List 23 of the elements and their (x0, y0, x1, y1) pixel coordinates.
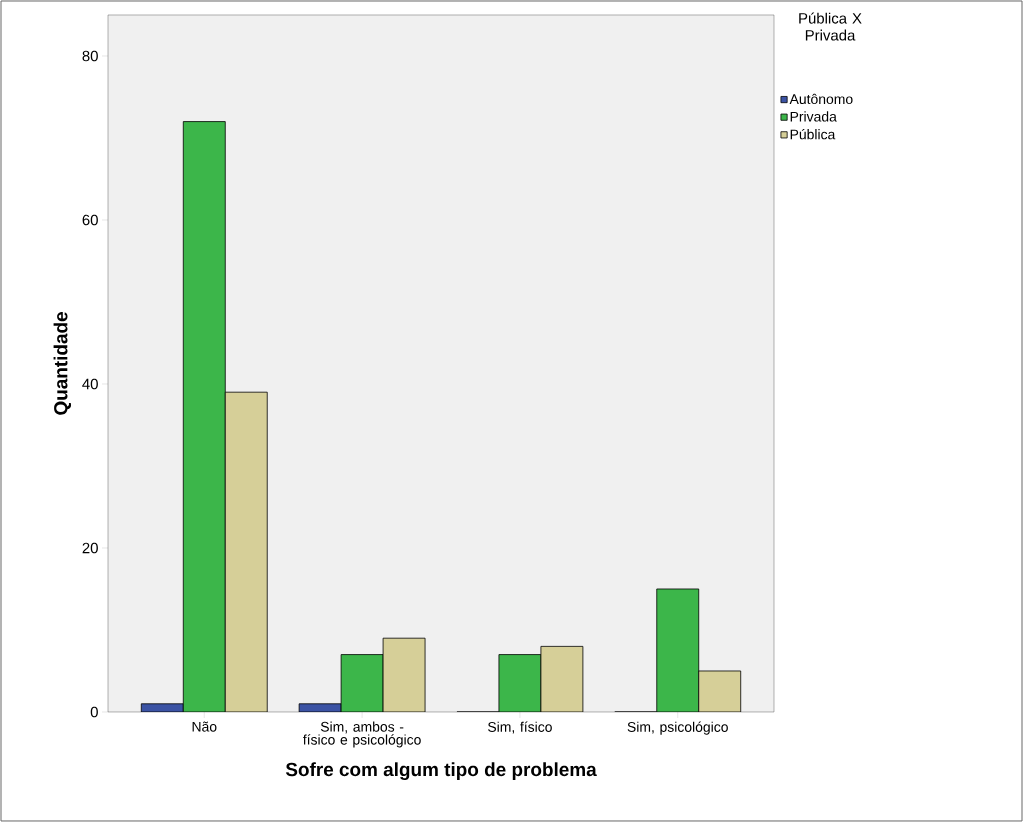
legend-label: Privada (790, 111, 837, 122)
legend-title: Pública X Privada (799, 12, 862, 41)
x-tick-label: Não (192, 721, 217, 732)
y-tick-label: 0 (90, 706, 98, 718)
bar (341, 654, 384, 712)
y-tick-label: 40 (82, 378, 98, 390)
legend-label: Autônomo (789, 93, 853, 105)
y-tick-label: 80 (82, 50, 98, 62)
x-tick-label: Sim, ambos - físico e psicológico (303, 721, 421, 748)
x-tick-label: Sim, psicológico (627, 721, 728, 735)
y-tick-label: 20 (82, 542, 98, 554)
legend-label: Pública (790, 128, 836, 140)
bar (656, 588, 700, 712)
x-axis-title: Sofre com algum tipo de problema (285, 762, 597, 781)
bar (540, 646, 583, 712)
bar (698, 670, 742, 712)
bar (498, 654, 541, 712)
bar (183, 121, 226, 712)
x-tick-label: Sim, físico (488, 721, 552, 734)
y-axis-title: Quantidade (53, 312, 72, 415)
y-tick-label: 60 (82, 214, 98, 226)
bar (383, 638, 426, 712)
bar (225, 392, 268, 712)
